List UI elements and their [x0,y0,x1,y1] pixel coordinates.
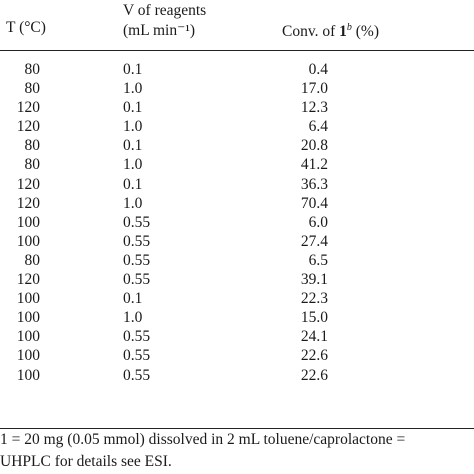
bottom-rule [0,428,474,429]
table-row: 100 0.55 27.4 [0,232,474,251]
table-row: 120 0.1 36.3 [0,175,474,194]
table-row: 120 1.0 70.4 [0,194,474,213]
footnote-line-2: UHPLC for details see ESI. [0,453,172,470]
table-body: 80 0.1 0.4 80 1.0 17.0 120 0.1 12.3 120 1.0 6.4 80 0.… [0,60,474,385]
header-temperature: T (°C) [6,19,46,37]
cell-volume: 0.55 [123,232,151,250]
header-conversion: Conv. of 1b (%) [282,19,379,41]
cell-volume: 0.55 [123,213,151,231]
cell-conversion: 22.6 [300,347,328,365]
cell-conversion: 6.0 [308,213,328,231]
cell-temperature: 100 [16,347,40,365]
cell-temperature: 100 [16,232,40,250]
cell-temperature: 120 [16,118,40,136]
cell-conversion: 36.3 [300,175,328,193]
cell-volume: 0.1 [123,175,143,193]
cell-volume: 0.55 [123,347,151,365]
cell-temperature: 120 [16,194,40,212]
header-volume-line1: V of reagents [123,2,207,19]
cell-temperature: 100 [16,309,40,327]
cell-volume: 1.0 [123,194,143,212]
cell-conversion: 12.3 [300,99,328,117]
cell-temperature: 80 [24,80,41,98]
header-volume: V of reagents (mL min⁻¹) [123,2,206,40]
table-row: 80 0.1 0.4 [0,60,474,79]
cell-conversion: 24.1 [300,328,328,346]
table-row: 100 1.0 15.0 [0,308,474,327]
table-row: 100 0.55 6.0 [0,213,474,232]
header-volume-line2: (mL min⁻¹) [123,22,196,39]
table-row: 120 0.1 12.3 [0,98,474,117]
cell-conversion: 27.4 [300,232,328,250]
table-row: 80 1.0 17.0 [0,79,474,98]
cell-volume: 0.55 [123,271,151,289]
cell-volume: 0.1 [123,99,143,117]
table-row: 100 0.55 22.6 [0,366,474,385]
cell-conversion: 39.1 [300,271,328,289]
table-row: 100 0.55 24.1 [0,327,474,346]
header-conversion-footnote-mark: b [346,22,352,33]
cell-conversion: 6.4 [308,118,328,136]
cell-volume: 1.0 [123,80,143,98]
header-conversion-prefix: Conv. of [282,23,340,41]
table-row: 100 0.55 22.6 [0,346,474,365]
cell-volume: 0.1 [123,290,143,308]
table-row: 80 1.0 41.2 [0,155,474,174]
header-temperature-label: T (°C) [6,19,46,36]
cell-conversion: 20.8 [300,137,328,155]
header-rule [0,50,474,51]
cell-volume: 0.1 [123,61,143,78]
header-conversion-suffix: (%) [351,23,379,41]
table-row: 100 0.1 22.3 [0,289,474,308]
footnote-line-1: 1 = 20 mg (0.05 mmol) dissolved in 2 mL … [0,431,406,448]
cell-conversion: 15.0 [300,309,328,327]
cell-conversion: 41.2 [300,156,328,174]
cell-volume: 0.55 [123,366,151,384]
table-row: 120 0.55 39.1 [0,270,474,289]
cell-temperature: 120 [16,99,40,117]
cell-temperature: 120 [16,271,40,289]
cell-volume: 0.55 [123,328,151,346]
cell-conversion: 22.3 [300,290,328,308]
table-row: 80 0.1 20.8 [0,136,474,155]
table-row: 80 0.55 6.5 [0,251,474,270]
cell-volume: 1.0 [123,309,143,327]
cell-temperature: 80 [24,156,41,174]
header-conversion-compound: 1 [339,23,347,41]
cell-conversion: 70.4 [300,194,328,212]
cell-temperature: 80 [24,137,41,155]
cell-conversion: 0.4 [308,61,328,78]
cell-volume: 1.0 [123,118,143,136]
cell-temperature: 100 [16,328,40,346]
cell-volume: 1.0 [123,156,143,174]
cell-temperature: 100 [16,290,40,308]
cell-conversion: 22.6 [300,366,328,384]
cell-conversion: 6.5 [308,251,328,269]
cell-temperature: 120 [16,175,40,193]
cell-volume: 0.55 [123,251,151,269]
table-row: 120 1.0 6.4 [0,117,474,136]
cell-conversion: 17.0 [300,80,328,98]
cell-temperature: 80 [24,61,41,78]
cell-temperature: 100 [16,213,40,231]
cell-volume: 0.1 [123,137,143,155]
cell-temperature: 80 [24,251,41,269]
cell-temperature: 100 [16,366,40,384]
